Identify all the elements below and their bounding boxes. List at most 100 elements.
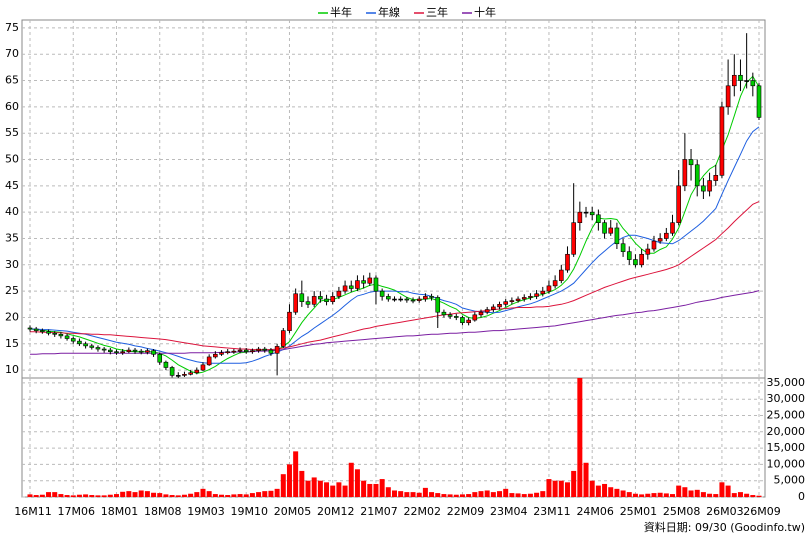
x-tick-label: 25M01 bbox=[620, 505, 658, 518]
candle-body bbox=[287, 311, 292, 331]
volume-bar bbox=[58, 494, 64, 497]
volume-bar bbox=[731, 493, 737, 497]
y-tick-label: 10 bbox=[5, 363, 19, 376]
x-tick-label: 24M06 bbox=[576, 505, 614, 518]
candle-body bbox=[120, 351, 125, 354]
candle-body bbox=[256, 348, 261, 351]
price-panel bbox=[21, 19, 766, 379]
candle-body bbox=[250, 350, 255, 352]
candle-body bbox=[521, 297, 527, 300]
volume-bar bbox=[645, 493, 651, 497]
volume-bar bbox=[39, 494, 45, 497]
candle-body bbox=[225, 351, 230, 354]
candle-body bbox=[447, 314, 453, 317]
volume-bar bbox=[719, 482, 725, 497]
note: 資料日期: 09/30 (Goodinfo.tw) bbox=[644, 520, 805, 534]
candle-body bbox=[231, 350, 237, 353]
candle-body bbox=[200, 364, 206, 371]
candle-body bbox=[219, 352, 224, 355]
volume-bar bbox=[737, 492, 743, 497]
candle-body bbox=[626, 251, 632, 260]
volume-bar bbox=[379, 479, 385, 497]
candle-body bbox=[237, 349, 243, 352]
y-tick-label: 55 bbox=[5, 126, 19, 139]
candle-body bbox=[89, 345, 95, 348]
candle-body bbox=[77, 340, 82, 345]
volume-bar bbox=[435, 493, 441, 497]
candle-body bbox=[27, 327, 33, 330]
volume-bar bbox=[280, 474, 286, 497]
candle-body bbox=[64, 335, 70, 339]
volume-tick-label: 20,000 bbox=[767, 425, 806, 438]
volume-bar bbox=[27, 494, 33, 497]
candle-body bbox=[608, 227, 614, 234]
volume-bar bbox=[83, 494, 89, 497]
candle-body bbox=[725, 85, 731, 108]
candle-body bbox=[503, 301, 509, 305]
volume-bar bbox=[682, 487, 688, 497]
candle-body bbox=[324, 298, 329, 302]
candle-body bbox=[583, 211, 589, 214]
x-tick-label: 17M06 bbox=[57, 505, 95, 518]
candle-body bbox=[367, 277, 373, 284]
candle-body bbox=[713, 175, 719, 181]
candle-body bbox=[596, 214, 601, 223]
candle-body bbox=[243, 349, 249, 352]
candle-body bbox=[410, 299, 416, 302]
volume-bar bbox=[89, 495, 95, 497]
volume-bar bbox=[336, 482, 342, 497]
y-tick-label: 30 bbox=[5, 258, 19, 271]
candle-body bbox=[108, 349, 113, 352]
volume-bar bbox=[398, 491, 404, 497]
candle-body bbox=[466, 319, 471, 324]
volume-bar bbox=[392, 490, 397, 497]
volume-bar bbox=[577, 378, 583, 497]
candle-body bbox=[460, 317, 465, 324]
x-tick-label: 23M11 bbox=[533, 505, 571, 518]
candle-body bbox=[46, 331, 51, 334]
candle-body bbox=[101, 348, 107, 351]
legend-label: 年線 bbox=[378, 5, 400, 19]
candle-body bbox=[651, 240, 657, 250]
volume-bar bbox=[107, 494, 113, 497]
candle-body bbox=[664, 232, 669, 239]
x-tick-label: 25M08 bbox=[663, 505, 701, 518]
y-tick-label: 25 bbox=[5, 284, 19, 297]
candle-body bbox=[386, 296, 391, 300]
x-tick-label: 21M07 bbox=[360, 505, 398, 518]
x-tick-label: 26M09 bbox=[743, 505, 781, 518]
volume-bar bbox=[113, 494, 119, 497]
volume-bar bbox=[639, 494, 645, 497]
volume-tick-label: 30,000 bbox=[767, 392, 806, 405]
volume-bar bbox=[707, 493, 713, 497]
y-tick-label: 45 bbox=[5, 179, 19, 192]
volume-bar bbox=[571, 470, 577, 497]
candle-body bbox=[435, 297, 441, 313]
candle-body bbox=[429, 296, 434, 298]
volume-bar bbox=[725, 485, 731, 497]
candle-body bbox=[416, 298, 422, 301]
volume-bar bbox=[262, 491, 268, 497]
volume-tick-label: 10,000 bbox=[767, 457, 806, 470]
volume-bar bbox=[138, 490, 144, 497]
volume-bar bbox=[404, 492, 410, 497]
candle-body bbox=[33, 328, 39, 331]
volume-bar bbox=[144, 491, 150, 497]
candle-body bbox=[311, 296, 317, 305]
x-tick-label: 22M02 bbox=[403, 505, 441, 518]
volume-bar bbox=[416, 492, 422, 497]
volume-bar bbox=[756, 495, 762, 497]
volume-bar bbox=[750, 495, 756, 497]
volume-tick-label: 5,000 bbox=[774, 474, 806, 487]
volume-bar bbox=[181, 494, 187, 497]
legend-label: 十年 bbox=[474, 5, 496, 19]
volume-bar bbox=[509, 493, 515, 497]
candle-body bbox=[342, 285, 348, 292]
candle-body bbox=[688, 159, 694, 166]
volume-bar bbox=[70, 495, 76, 497]
candle-body bbox=[657, 238, 663, 242]
volume-bar bbox=[367, 483, 373, 497]
candle-body bbox=[614, 227, 620, 245]
candle-body bbox=[52, 332, 58, 335]
candle-body bbox=[157, 354, 163, 363]
